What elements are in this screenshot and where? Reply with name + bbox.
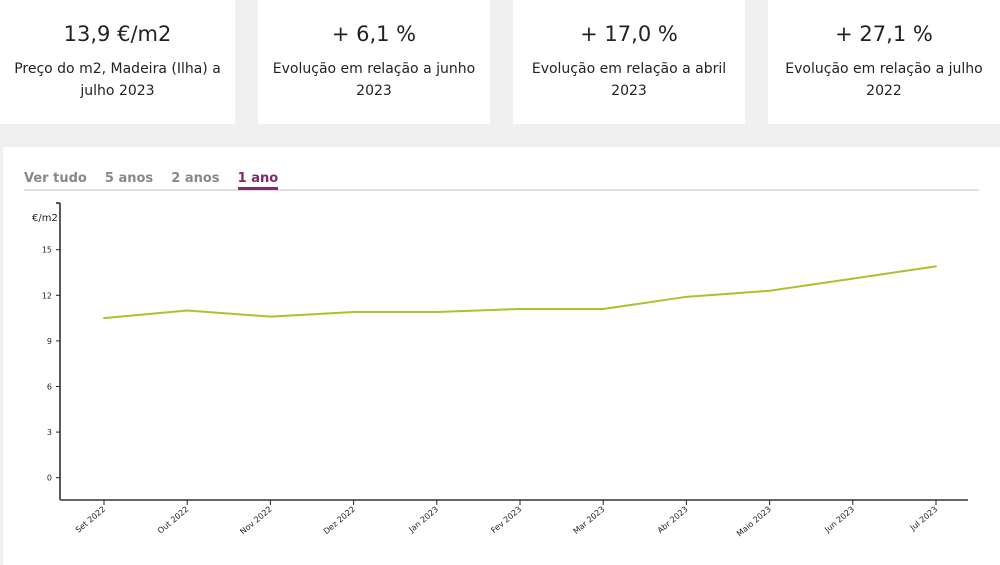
- data-point: [935, 265, 937, 268]
- tab-2-anos[interactable]: 2 anos: [171, 171, 220, 186]
- data-point: [685, 295, 688, 298]
- data-point: [103, 317, 105, 320]
- data-point: [768, 289, 771, 292]
- data-point: [602, 307, 605, 310]
- data-point: [352, 311, 355, 314]
- period-tabs: Ver tudo 5 anos 2 anos 1 ano: [24, 167, 979, 191]
- stat-label: Preço do m2, Madeira (Ilha) a julho 2023: [14, 61, 221, 99]
- series-line: [103, 265, 937, 320]
- stat-value: + 6,1 %: [331, 22, 417, 46]
- x-tick-label: Set 2022: [74, 505, 107, 535]
- y-tick-label: 6: [47, 383, 52, 392]
- y-tick-label: 0: [47, 474, 52, 483]
- x-tick-label: Dez 2022: [322, 505, 357, 536]
- tab-ver-tudo[interactable]: Ver tudo: [24, 171, 87, 186]
- data-point: [435, 311, 438, 314]
- tab-1-ano[interactable]: 1 ano: [237, 171, 279, 190]
- stat-value: + 17,0 %: [580, 22, 678, 46]
- data-point: [851, 277, 854, 280]
- x-tick-label: Nov 2022: [238, 505, 273, 537]
- data-point: [269, 315, 272, 318]
- stat-value: + 27,1 %: [835, 22, 933, 46]
- stat-card-year: + 27,1 % Evolução em relação a julho 202…: [768, 0, 1000, 124]
- x-tick-label: Out 2022: [156, 505, 190, 536]
- data-point: [519, 307, 521, 310]
- stat-card-month: + 6,1 % Evolução em relação a junho 2023: [258, 0, 490, 124]
- x-tick-label: Fev 2023: [489, 505, 523, 536]
- stat-label: Evolução em relação a junho 2023: [272, 61, 476, 99]
- x-tick-label: Jul 2023: [908, 505, 939, 533]
- tab-5-anos[interactable]: 5 anos: [104, 171, 154, 186]
- x-tick-label: Maio 2023: [735, 505, 773, 539]
- stat-value: 13,9 €/m2: [63, 22, 172, 46]
- x-tick-label: Mar 2023: [572, 505, 607, 536]
- chart-panel: Ver tudo 5 anos 2 anos 1 ano: [3, 147, 1000, 565]
- y-tick-label: 3: [47, 428, 52, 437]
- y-axis-label: €/m2: [32, 213, 58, 224]
- x-tick-label: Abr 2023: [656, 505, 690, 536]
- stat-card-price: 13,9 €/m2 Preço do m2, Madeira (Ilha) a …: [0, 0, 235, 124]
- stat-label: Evolução em relação a julho 2022: [785, 61, 983, 99]
- stat-card-quarter: + 17,0 % Evolução em relação a abril 202…: [513, 0, 745, 124]
- x-tick-label: Jun 2023: [822, 505, 856, 535]
- data-point: [186, 309, 189, 312]
- y-tick-label: 9: [47, 337, 52, 346]
- y-tick-label: 15: [42, 246, 52, 255]
- x-tick-label: Jan 2023: [407, 505, 441, 535]
- stat-label: Evolução em relação a abril 2023: [531, 61, 727, 99]
- y-tick-label: 12: [42, 291, 52, 300]
